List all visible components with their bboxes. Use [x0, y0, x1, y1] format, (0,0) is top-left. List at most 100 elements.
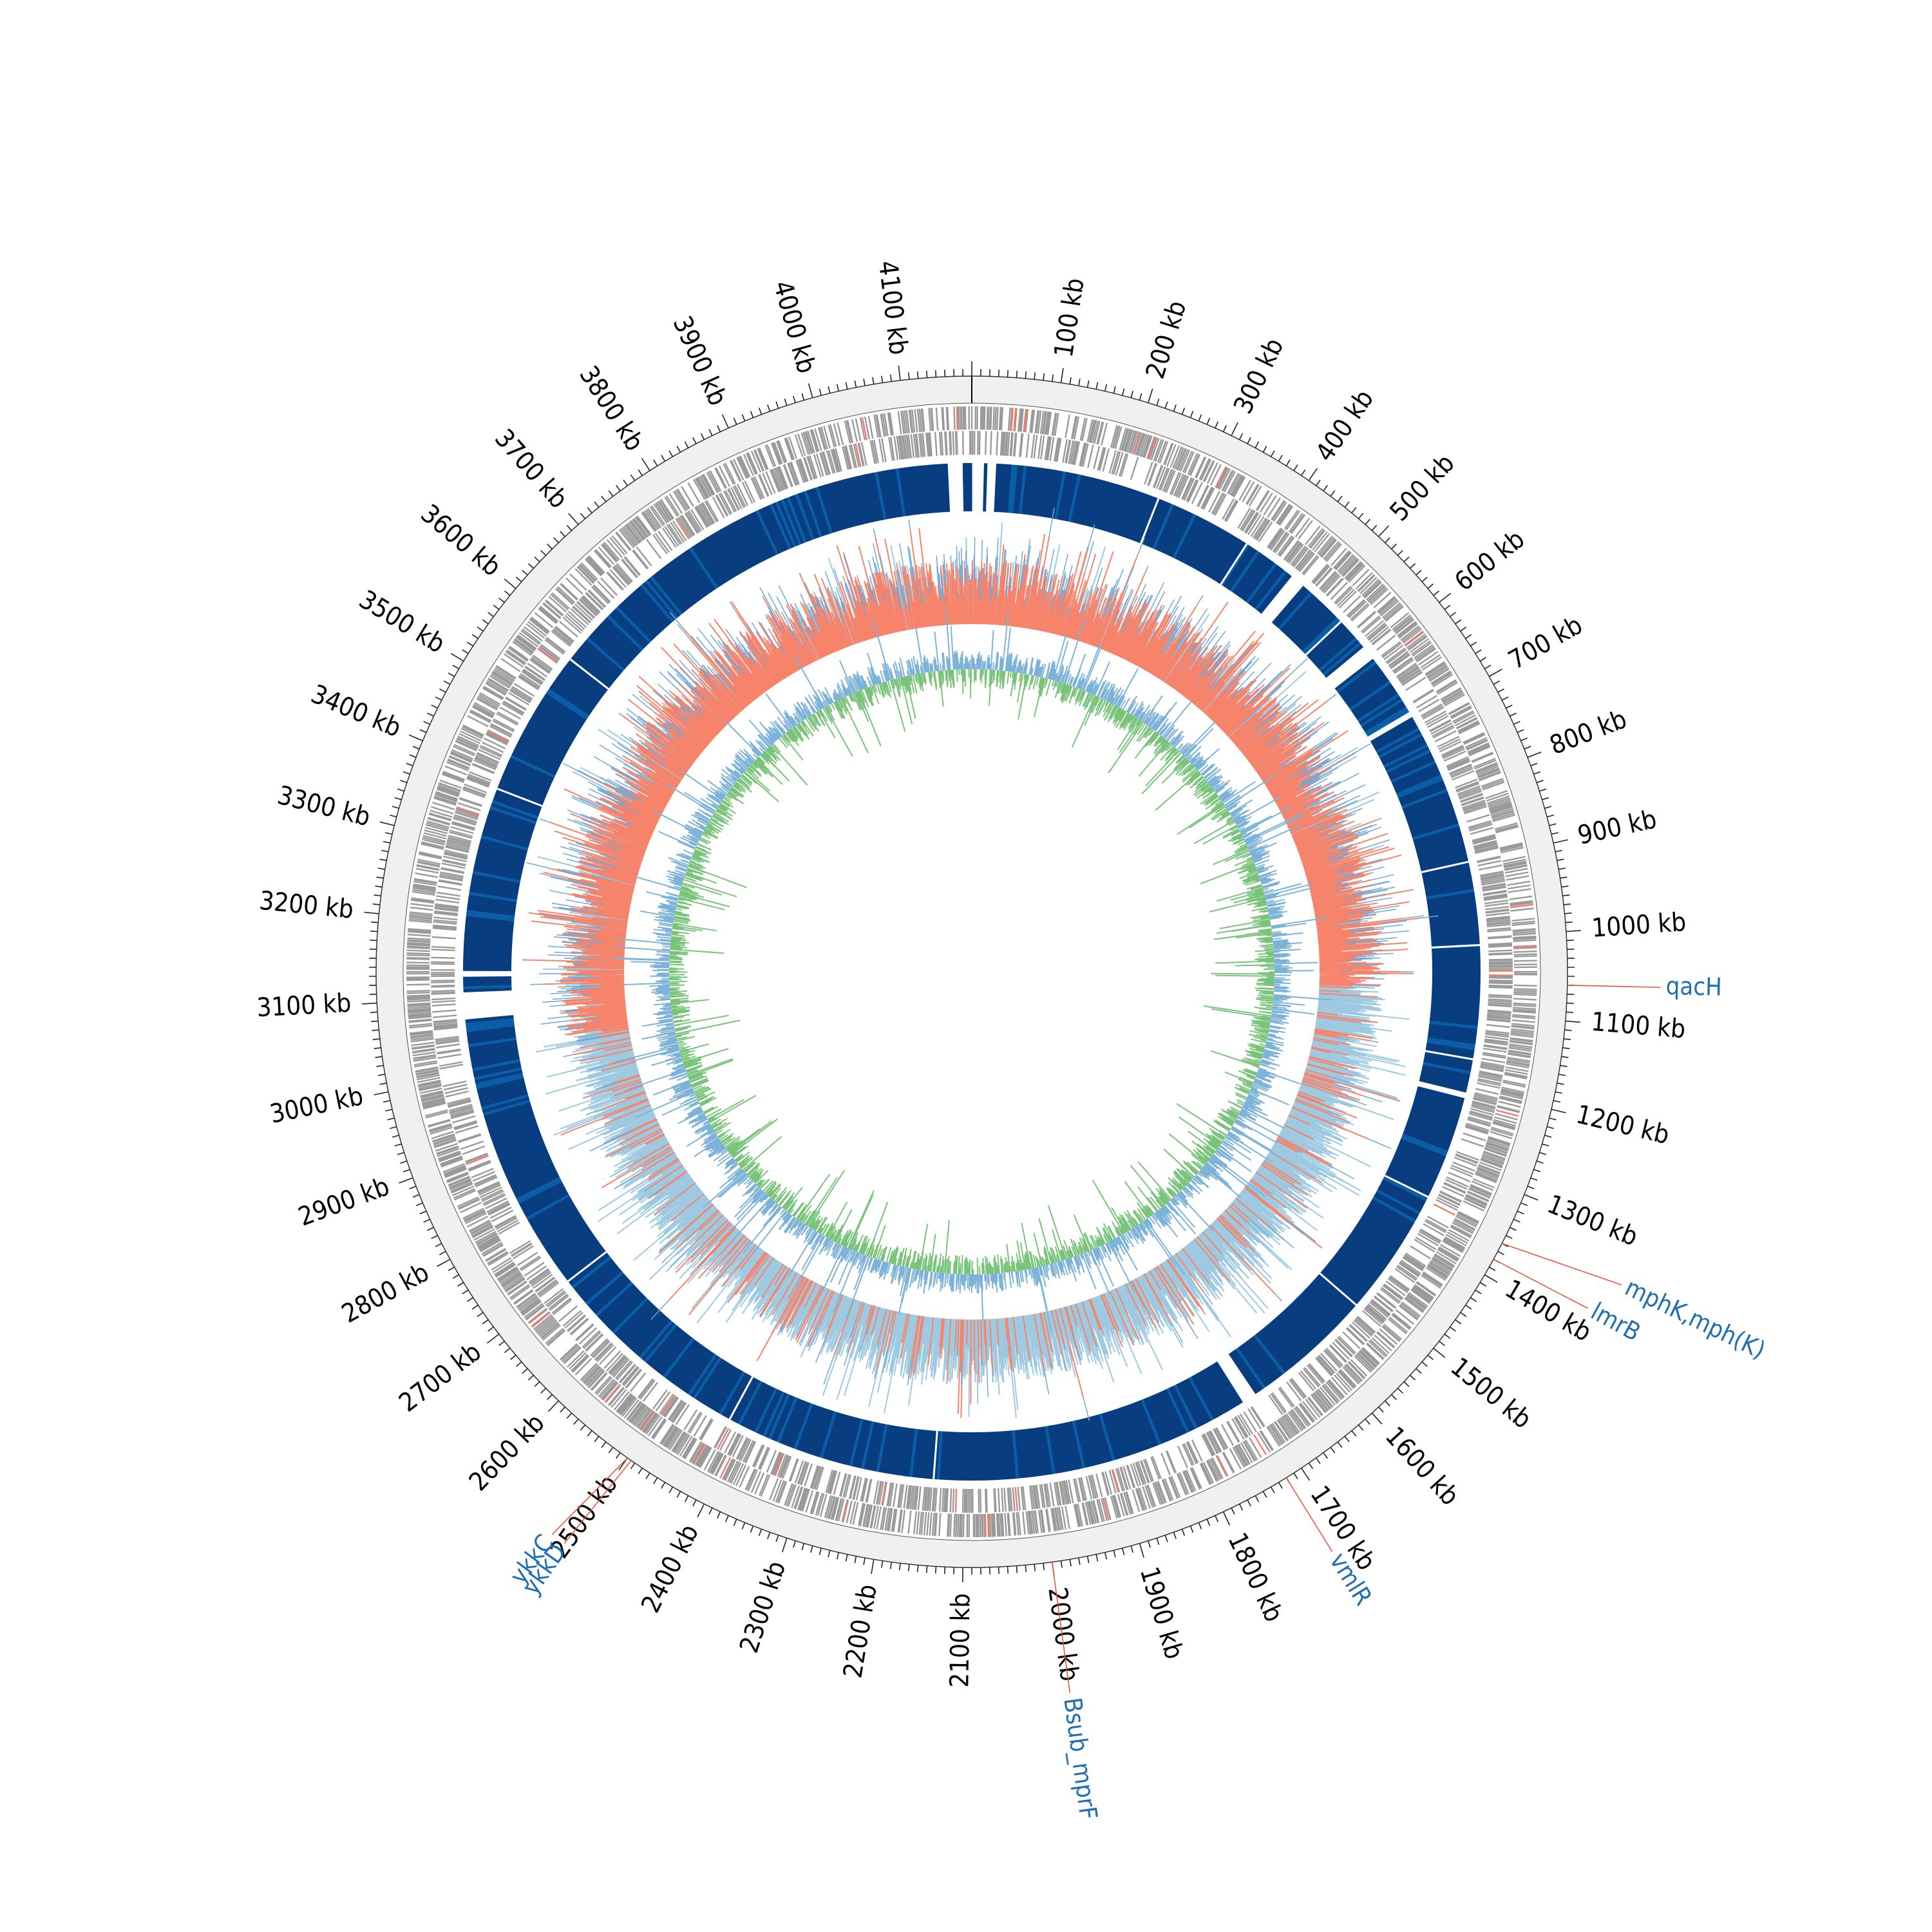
blast-hit-segment	[511, 1166, 556, 1190]
blast-hit-segment	[1408, 808, 1455, 828]
blast-hit-segment	[1432, 985, 1481, 990]
blast-hit-segment	[509, 757, 554, 781]
blast-hit-segment	[768, 1393, 790, 1439]
blast-hit-segment	[1132, 1402, 1153, 1449]
blast-hit-segment	[526, 1193, 570, 1220]
blast-hit-segment	[1424, 876, 1473, 889]
blast-hit-segment	[743, 1383, 768, 1428]
blast-hit-segment	[1112, 1409, 1130, 1457]
blast-separator	[1220, 543, 1248, 585]
blast-hit-segment	[1172, 513, 1197, 559]
blast-hit-segment	[756, 1388, 780, 1435]
blast-hit-segment	[880, 470, 893, 519]
blast-hit-segment	[1215, 1361, 1244, 1405]
blast-hit-segment	[1229, 550, 1260, 592]
tick-label: 3100 kb	[256, 989, 352, 1023]
blast-hit-segment	[1374, 1191, 1419, 1218]
blast-hit-segment	[1000, 1431, 1007, 1480]
gc-skew-track	[611, 610, 1332, 1331]
blast-hit-segment	[513, 749, 558, 773]
blast-hit-segment	[1330, 1258, 1370, 1291]
blast-hit-segment	[1152, 504, 1175, 550]
blast-hit-segment	[1104, 1412, 1121, 1459]
blast-hit-segment	[790, 1402, 811, 1448]
blast-hit-segment	[1430, 1015, 1479, 1024]
blast-hit-segment	[1401, 788, 1448, 810]
blast-hit-segment	[1426, 1043, 1475, 1054]
blast-hit-segment	[779, 1397, 800, 1444]
blast-hit-segment	[1144, 500, 1166, 547]
blast-hit-segment	[1140, 1399, 1162, 1446]
blast-hit-segment	[1134, 495, 1155, 542]
blast-separator	[728, 1376, 754, 1420]
blast-hit-segment	[796, 1404, 816, 1451]
blast-hit-segment	[657, 570, 690, 611]
blast-hit-segment	[857, 1420, 872, 1469]
blast-hit-segment	[835, 480, 852, 529]
blast-hit-segment	[569, 1253, 610, 1287]
blast-hit-segment	[467, 904, 516, 913]
blast-hit-segment	[1410, 1107, 1458, 1125]
blast-hit-segment	[1398, 1141, 1445, 1162]
blast-hit-segment	[1055, 1424, 1068, 1472]
blast-hit-segment	[581, 1266, 621, 1301]
blast-hit-segment	[1354, 1224, 1397, 1255]
blast-hit-segment	[544, 693, 587, 723]
blast-hit-segment	[1135, 1401, 1156, 1448]
tick-label: 1300 kb	[1543, 1189, 1642, 1253]
blast-hit-segment	[1300, 1291, 1338, 1328]
blast-hit-segment	[1108, 486, 1126, 533]
blast-hit-segment	[1402, 791, 1449, 812]
blast-hit-segment	[1194, 526, 1221, 571]
blast-hit-segment	[1399, 782, 1446, 804]
blast-hit-segment	[1320, 1271, 1359, 1305]
blast-hit-segment	[772, 502, 795, 549]
blast-hit-segment	[1313, 630, 1352, 666]
blast-hit-segment	[969, 462, 972, 512]
blast-hit-segment	[1043, 469, 1055, 518]
blast-hit-segment	[1162, 508, 1186, 554]
gene-track	[406, 406, 1538, 1538]
blast-hit-segment	[868, 473, 882, 521]
blast-hit-segment	[818, 486, 836, 533]
blast-hit-segment	[1315, 632, 1354, 668]
blast-hit-segment	[1276, 589, 1311, 629]
blast-hit-segment	[1383, 744, 1428, 769]
blast-hit-segment	[1033, 1427, 1044, 1476]
blast-hit-segment	[1430, 1012, 1479, 1021]
blast-hit-segment	[804, 490, 823, 538]
blast-hit-segment	[864, 1421, 877, 1470]
blast-hit-segment	[751, 1387, 775, 1432]
blast-hit-segment	[472, 870, 521, 884]
blast-hit-segment	[1290, 604, 1327, 641]
blast-hit-segment	[731, 522, 757, 567]
blast-hit-segment	[1216, 540, 1245, 583]
tick-label: 3900 kb	[667, 312, 733, 410]
blast-hit-segment	[970, 1432, 974, 1481]
blast-hit-segment	[1068, 1421, 1083, 1470]
blast-hit-segment	[1241, 559, 1273, 601]
blast-hit-segment	[484, 822, 532, 840]
blast-hit-segment	[1345, 673, 1386, 705]
blast-hit-segment	[1195, 1372, 1222, 1417]
blast-hit-segment	[941, 464, 947, 513]
blast-hit-segment	[541, 1217, 584, 1247]
blast-hit-segment	[476, 1075, 524, 1090]
blast-hit-segment	[1250, 566, 1282, 607]
tick-label: 900 kb	[1575, 804, 1660, 851]
blast-hit-segment	[465, 922, 514, 930]
blast-hit-segment	[1157, 506, 1180, 552]
blast-hit-segment	[837, 1416, 853, 1464]
blast-hit-segment	[1129, 493, 1149, 540]
annotation-leader-line	[1051, 1562, 1071, 1693]
blast-hit-segment	[1427, 1034, 1476, 1045]
blast-hit-segment	[479, 840, 527, 857]
blast-hit-segment	[782, 1399, 803, 1445]
blast-hit-segment	[1081, 477, 1097, 526]
blast-hit-segment	[1380, 1182, 1425, 1207]
blast-hit-segment	[502, 771, 549, 793]
blast-hit-segment	[645, 1325, 679, 1365]
blast-hit-segment	[473, 1061, 521, 1075]
blast-hit-segment	[1266, 1323, 1300, 1363]
blast-hit-segment	[638, 585, 672, 625]
